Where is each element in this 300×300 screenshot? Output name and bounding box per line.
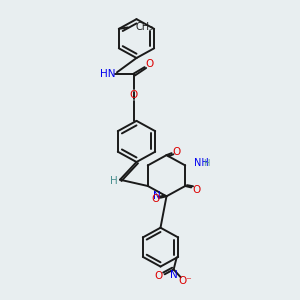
Text: H: H bbox=[110, 176, 117, 186]
Text: O: O bbox=[193, 185, 201, 195]
Text: O: O bbox=[154, 271, 163, 281]
Text: H: H bbox=[203, 159, 210, 168]
Text: O: O bbox=[151, 194, 159, 204]
Text: HN: HN bbox=[100, 69, 116, 79]
Text: N: N bbox=[170, 270, 178, 280]
Text: O: O bbox=[146, 59, 154, 69]
Text: CH₃: CH₃ bbox=[136, 22, 154, 32]
Text: N: N bbox=[153, 191, 161, 201]
Text: O⁻: O⁻ bbox=[179, 276, 193, 286]
Text: NH: NH bbox=[194, 158, 208, 168]
Text: O: O bbox=[129, 90, 138, 100]
Text: O: O bbox=[173, 147, 181, 157]
